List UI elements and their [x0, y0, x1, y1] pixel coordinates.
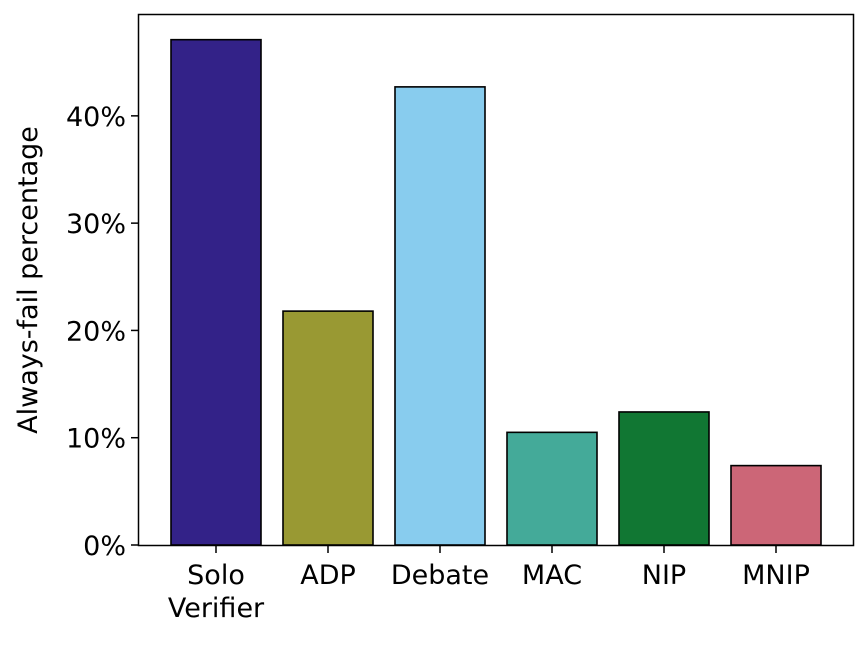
y-tick-label: 40% [66, 102, 126, 133]
bar-mnip [730, 464, 822, 546]
x-tick-label: MNIP [742, 560, 810, 591]
x-tick-label: ADP [300, 560, 356, 591]
x-tick-label: MAC [522, 560, 582, 591]
plot-area-frame [137, 13, 855, 547]
y-axis-label: Always-fail percentage [13, 126, 44, 434]
bar-solo-verifier [170, 38, 262, 546]
x-tick-label: Debate [391, 560, 489, 591]
bar-adp [282, 310, 374, 546]
x-tick-label: Verifier [168, 593, 265, 624]
y-tick-label: 30% [66, 209, 126, 240]
bar-nip [618, 411, 710, 546]
y-tick-label: 20% [66, 316, 126, 347]
y-tick-label: 0% [83, 531, 126, 562]
x-tick-label: NIP [642, 560, 686, 591]
bar-debate [394, 86, 486, 546]
y-axis-ticks: 0% 10% 20% 30% 40% [66, 102, 139, 562]
bar-mac [506, 431, 598, 546]
bars-layer [170, 38, 822, 546]
y-tick-label: 10% [66, 424, 126, 455]
x-tick-label: Solo [187, 560, 245, 591]
